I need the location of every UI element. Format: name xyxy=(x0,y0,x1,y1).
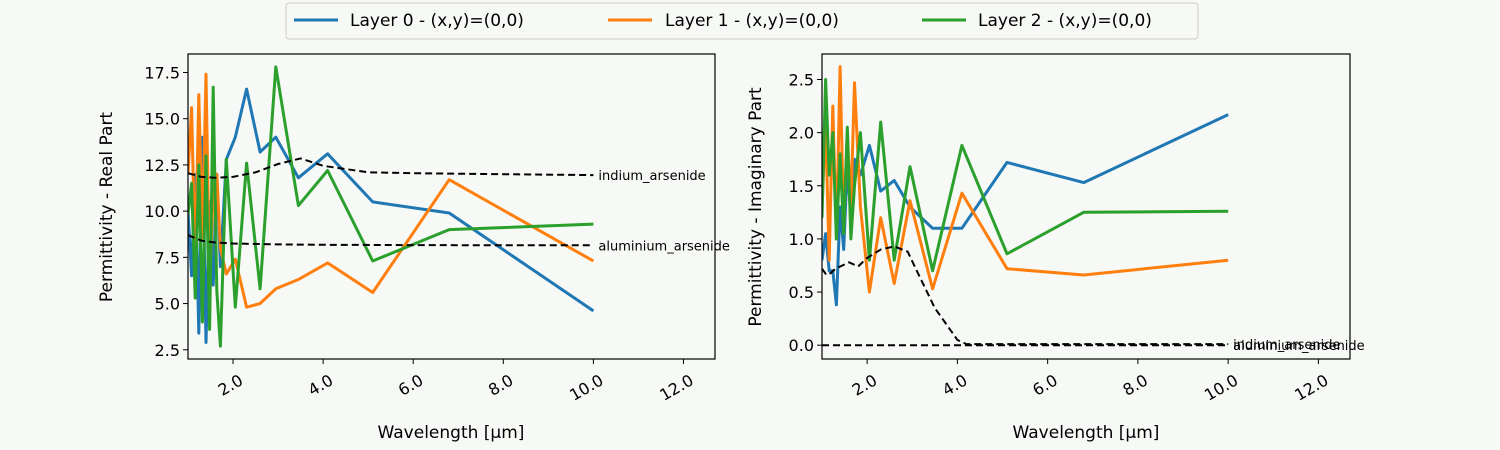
reference-line-indium-arsenide xyxy=(188,157,594,179)
y-tick-label: 2.0 xyxy=(789,124,814,143)
annotation-aluminium-arsenide: aluminium_arsenide xyxy=(1233,339,1365,354)
legend-label-1: Layer 1 - (x,y)=(0,0) xyxy=(665,11,839,31)
y-tick-label: 2.5 xyxy=(155,341,180,360)
y-tick-label: 1.0 xyxy=(789,230,814,249)
x-tick-label: 12.0 xyxy=(656,370,696,404)
legend-label-0: Layer 0 - (x,y)=(0,0) xyxy=(350,11,524,31)
series-line-layer-1 xyxy=(822,65,1229,294)
x-tick-label: 4.0 xyxy=(305,370,337,399)
x-tick-label: 10.0 xyxy=(566,370,606,404)
y-tick-label: 0.0 xyxy=(789,336,814,355)
x-tick-label: 4.0 xyxy=(939,370,971,399)
x-tick-label: 8.0 xyxy=(485,370,517,399)
y-tick-label: 2.5 xyxy=(789,71,814,90)
y-tick-label: 1.5 xyxy=(789,177,814,196)
legend-label-2: Layer 2 - (x,y)=(0,0) xyxy=(978,11,1152,31)
y-axis-label: Permittivity - Imaginary Part xyxy=(746,87,766,327)
reference-line-aluminium-arsenide xyxy=(188,234,594,247)
annotation-indium-arsenide: indium_arsenide xyxy=(1233,338,1340,353)
y-tick-label: 15.0 xyxy=(144,110,180,129)
x-tick-label: 2.0 xyxy=(215,370,247,399)
y-tick-label: 5.0 xyxy=(155,295,180,314)
x-tick-label: 12.0 xyxy=(1291,370,1331,404)
x-tick-label: 6.0 xyxy=(1029,370,1061,399)
plot-area xyxy=(822,54,1350,359)
annotation-indium-arsenide: indium_arsenide xyxy=(598,169,705,184)
chart-real-part: Wavelength [μm] Permittivity - Real Part… xyxy=(97,53,730,443)
x-tick-label: 10.0 xyxy=(1201,370,1241,404)
axes-frame xyxy=(187,53,716,360)
plot-area xyxy=(188,54,715,359)
legend: Layer 0 - (x,y)=(0,0) Layer 1 - (x,y)=(0… xyxy=(285,2,1199,40)
y-tick-label: 10.0 xyxy=(144,202,180,221)
annotation-aluminium-arsenide: aluminium_arsenide xyxy=(598,239,730,254)
x-tick-label: 8.0 xyxy=(1120,370,1152,399)
reference-line-indium-arsenide xyxy=(822,245,1229,346)
series-line-layer-2 xyxy=(822,78,1229,273)
x-tick-label: 2.0 xyxy=(849,370,881,399)
y-tick-label: 0.5 xyxy=(789,283,814,302)
x-axis-label: Wavelength [μm] xyxy=(1013,423,1160,443)
axes-frame xyxy=(821,53,1351,360)
x-tick-label: 6.0 xyxy=(395,370,427,399)
chart-imaginary-part: Wavelength [μm] Permittivity - Imaginary… xyxy=(746,53,1365,443)
y-tick-label: 7.5 xyxy=(155,248,180,267)
x-axis-label: Wavelength [μm] xyxy=(378,423,525,443)
y-axis-label: Permittivity - Real Part xyxy=(97,112,117,303)
y-tick-label: 12.5 xyxy=(144,156,180,175)
series-line-layer-2 xyxy=(188,65,594,348)
y-tick-label: 17.5 xyxy=(144,63,180,82)
legend-frame xyxy=(285,2,1199,40)
